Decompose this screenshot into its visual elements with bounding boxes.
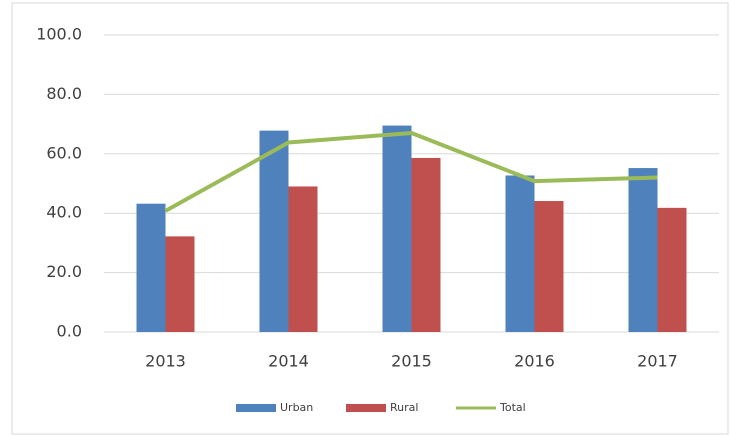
bar [657, 207, 687, 332]
bar [136, 203, 166, 332]
x-tick-label: 2013 [145, 352, 186, 371]
line [164, 131, 658, 213]
y-tick-label: 40.0 [46, 203, 82, 222]
x-tick-label: 2014 [268, 352, 309, 371]
bar [288, 186, 318, 332]
chart-frame [11, 2, 729, 435]
bar [411, 157, 441, 332]
y-tick-label: 0.0 [57, 322, 82, 341]
legend-label: Rural [390, 401, 418, 414]
bar [259, 130, 289, 332]
legend-swatch [236, 404, 276, 412]
bar [165, 236, 195, 332]
bar [534, 201, 564, 332]
bar [505, 175, 535, 332]
bar [628, 168, 658, 332]
x-tick-label: 2016 [514, 352, 555, 371]
x-tick-label: 2015 [391, 352, 432, 371]
y-tick-label: 20.0 [46, 262, 82, 281]
y-tick-label: 100.0 [36, 25, 82, 44]
legend-swatch [346, 404, 386, 412]
x-tick-label: 2017 [637, 352, 678, 371]
bar [382, 125, 412, 333]
y-tick-label: 80.0 [46, 84, 82, 103]
legend-label: Urban [280, 401, 313, 414]
y-tick-label: 60.0 [46, 143, 82, 162]
legend-label: Total [499, 401, 526, 414]
